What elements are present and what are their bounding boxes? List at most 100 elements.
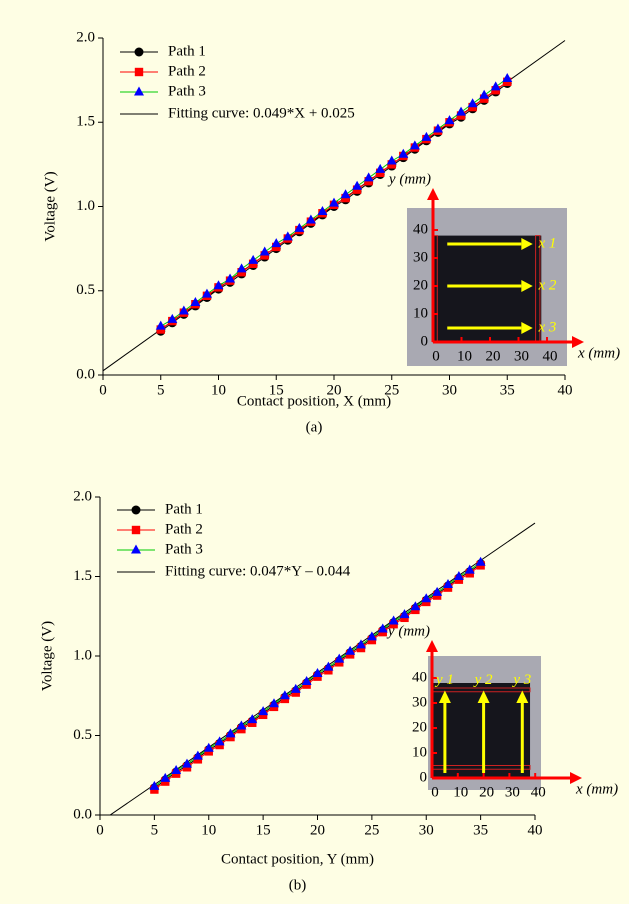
data-point <box>317 206 328 216</box>
inset-x-label: x (mm) <box>575 781 618 797</box>
x-tick-label: 0 <box>99 382 107 398</box>
inset-path-label: x 1 <box>537 235 556 251</box>
data-point <box>340 189 351 199</box>
x-axis-label: Contact position, X (mm) <box>237 393 391 409</box>
inset-arrow-head <box>521 280 533 292</box>
inset-arrow-head <box>477 690 490 703</box>
inset-y-tick-label: 30 <box>413 249 428 265</box>
legend-label: Fitting curve: 0.049*X + 0.025 <box>168 105 355 121</box>
x-tick-label: 30 <box>442 382 457 398</box>
data-point <box>178 305 189 315</box>
data-point <box>279 690 290 700</box>
data-point <box>475 556 486 566</box>
legend-label: Path 2 <box>165 521 203 537</box>
inset-path-label: x 2 <box>537 277 556 293</box>
x-tick-label: 5 <box>157 382 165 398</box>
data-point <box>248 254 259 264</box>
legend-marker <box>134 86 144 96</box>
x-tick-label: 25 <box>384 382 399 398</box>
inset-y-tick-label: 20 <box>413 277 428 293</box>
x-tick-label: 10 <box>201 822 216 838</box>
data-point <box>388 615 399 625</box>
data-point <box>247 714 258 724</box>
data-point <box>225 728 236 738</box>
data-point <box>345 645 356 655</box>
legend-marker <box>134 67 144 77</box>
inset-x-tick-label: 30 <box>514 348 529 364</box>
inset-x-tick-label: 40 <box>543 348 558 364</box>
data-point <box>323 661 334 671</box>
data-point <box>214 736 225 746</box>
inset: 0 10 20 30 40 0 10 20 30 40 x (mm) y (mm) x 1 x 2 x 3 <box>387 171 620 366</box>
y-tick-label: 1.5 <box>73 568 92 584</box>
data-point <box>334 653 345 663</box>
data-point <box>421 131 432 141</box>
data-point <box>386 155 397 165</box>
data-point <box>464 564 475 574</box>
inset-x-tick-label: 0 <box>431 784 439 800</box>
data-point <box>155 320 166 330</box>
data-point <box>259 246 270 256</box>
inset-y-tick-label: 0 <box>421 333 429 349</box>
x-tick-label: 20 <box>327 382 342 398</box>
inset-arrow-head <box>438 690 451 703</box>
inset-arrow-head <box>521 322 533 334</box>
y-tick-label: 0.5 <box>76 282 95 298</box>
legend-marker <box>134 47 144 57</box>
legend-label: Fitting curve: 0.047*Y – 0.044 <box>165 563 351 579</box>
inset-path-label: y 1 <box>434 672 454 688</box>
data-point <box>271 238 282 248</box>
data-point <box>502 72 513 82</box>
x-tick-label: 15 <box>269 382 284 398</box>
legend-label: Path 1 <box>168 43 206 59</box>
data-point <box>182 758 192 768</box>
inset-arrow-head <box>516 690 529 703</box>
inset-y-tick-label: 20 <box>412 719 427 735</box>
data-point <box>203 742 214 752</box>
data-point <box>363 172 374 182</box>
data-point <box>432 123 443 133</box>
legend-marker <box>131 525 141 535</box>
legend-marker <box>131 544 141 554</box>
data-point <box>236 720 247 730</box>
data-point <box>294 222 305 232</box>
inset-arrow-head <box>521 238 533 250</box>
x-tick-label: 10 <box>211 382 226 398</box>
x-tick-label: 0 <box>96 822 104 838</box>
chart: 0 5 10 15 20 25 30 35 40 0.0 0.5 1.0 1.5 2.0 Contact p… <box>39 488 618 893</box>
data-point <box>167 313 178 323</box>
inset-y-tick-label: 40 <box>413 221 428 237</box>
data-point <box>432 586 443 596</box>
data-point <box>409 140 420 150</box>
x-tick-label: 20 <box>310 822 325 838</box>
data-point <box>192 750 203 760</box>
y-axis-label: Voltage (V) <box>39 621 55 691</box>
inset-path-label: y 2 <box>473 672 493 688</box>
x-axis-label: Contact position, Y (mm) <box>221 851 374 867</box>
data-point <box>290 683 301 693</box>
data-point <box>453 571 464 580</box>
inset-y-tick-label: 10 <box>412 744 427 760</box>
y-tick-label: 1.0 <box>73 647 92 663</box>
inset-y-tick-label: 10 <box>413 305 428 321</box>
inset-x-tick-label: 30 <box>505 784 520 800</box>
legend-label: Path 3 <box>165 541 203 557</box>
inset-y-tick-label: 0 <box>420 769 428 785</box>
data-point <box>201 288 212 298</box>
data-point <box>456 106 467 116</box>
inset-x-tick-label: 0 <box>432 348 440 364</box>
inset-x-tick-label: 10 <box>457 348 472 364</box>
data-point <box>444 115 455 125</box>
caption: (a) <box>306 419 323 435</box>
x-tick-label: 15 <box>256 822 271 838</box>
inset-x-tick-label: 40 <box>531 784 546 800</box>
data-point <box>171 764 182 774</box>
y-tick-label: 0.5 <box>73 727 92 743</box>
data-point <box>479 89 490 99</box>
data-point <box>375 163 386 173</box>
x-tick-label: 40 <box>528 822 543 838</box>
caption: (b) <box>289 877 307 893</box>
data-point <box>399 609 410 619</box>
data-point <box>366 631 377 641</box>
